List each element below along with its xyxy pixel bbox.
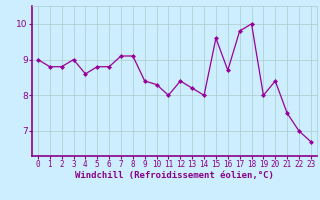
X-axis label: Windchill (Refroidissement éolien,°C): Windchill (Refroidissement éolien,°C) [75,171,274,180]
